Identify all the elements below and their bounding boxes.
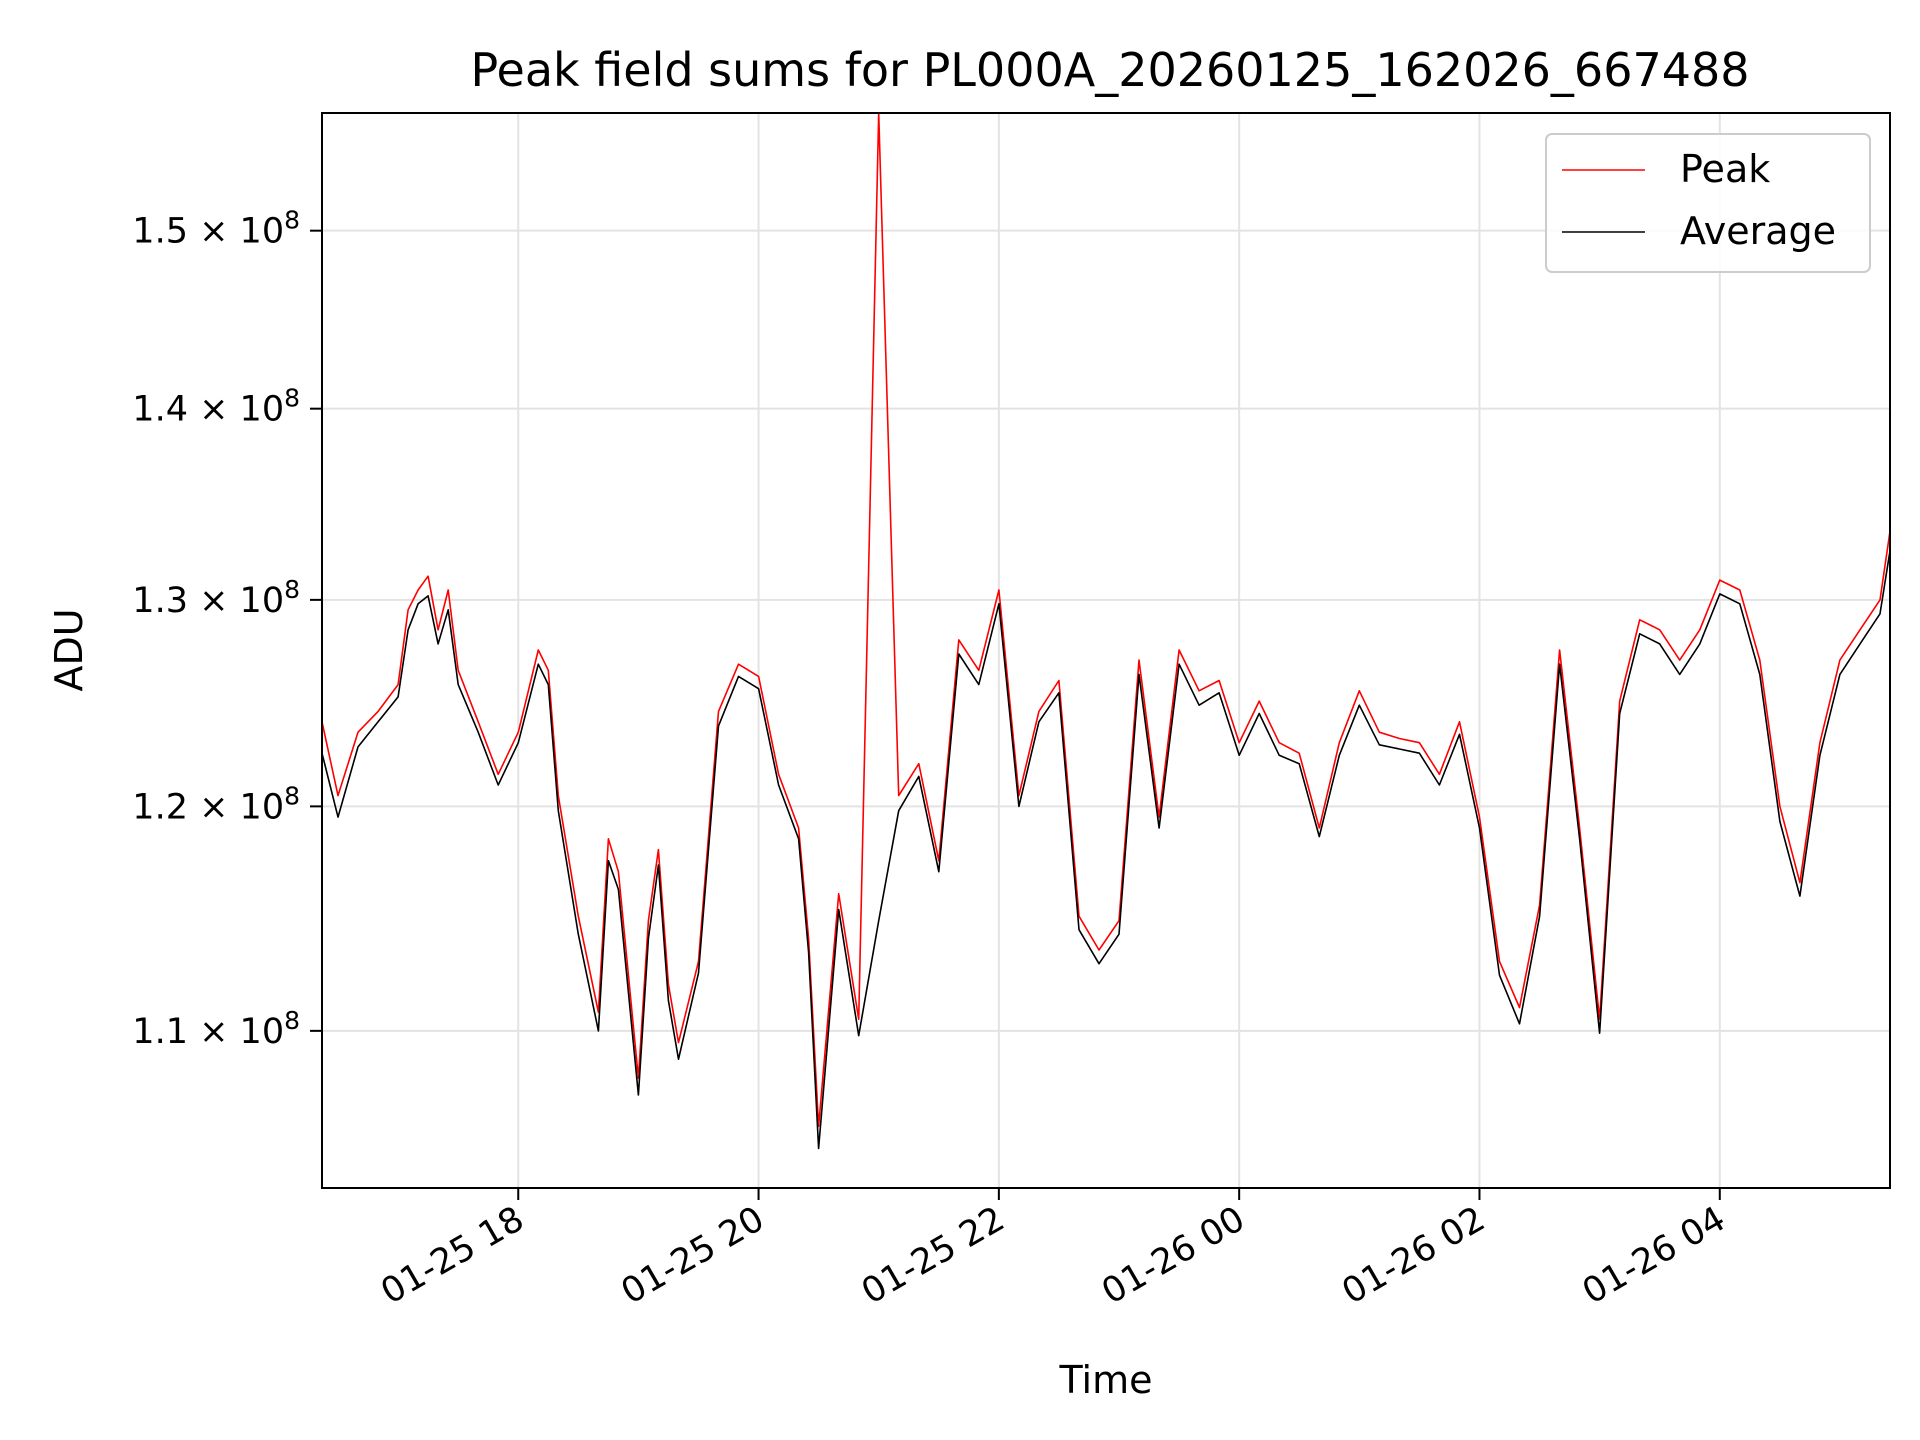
y-tick-label: 1.2 × 108 <box>132 781 300 827</box>
series-lines <box>321 112 1891 1150</box>
x-axis-label: Time <box>1059 1358 1153 1402</box>
y-axis-ticks: 1.1 × 108 1.2 × 108 1.3 × 108 1.4 × 108 1.5 … <box>132 206 322 1052</box>
y-tick-label: 1.5 × 108 <box>132 206 300 252</box>
y-tick-label: 1.1 × 108 <box>132 1006 300 1052</box>
series-peak-line <box>321 112 1891 1128</box>
legend-peak-label: Peak <box>1680 147 1770 191</box>
y-tick-label: 1.3 × 108 <box>132 575 300 621</box>
legend: Peak Average <box>1545 133 1871 273</box>
y-tick-label: 1.4 × 108 <box>132 384 300 430</box>
chart-title: Peak field sums for PL000A_20260125_1620… <box>470 43 1749 97</box>
series-average-line <box>321 550 1891 1150</box>
plot-area-frame <box>321 112 1891 1189</box>
legend-average-label: Average <box>1680 209 1836 253</box>
legend-box <box>1545 133 1871 273</box>
y-axis-label: ADU <box>47 608 91 691</box>
